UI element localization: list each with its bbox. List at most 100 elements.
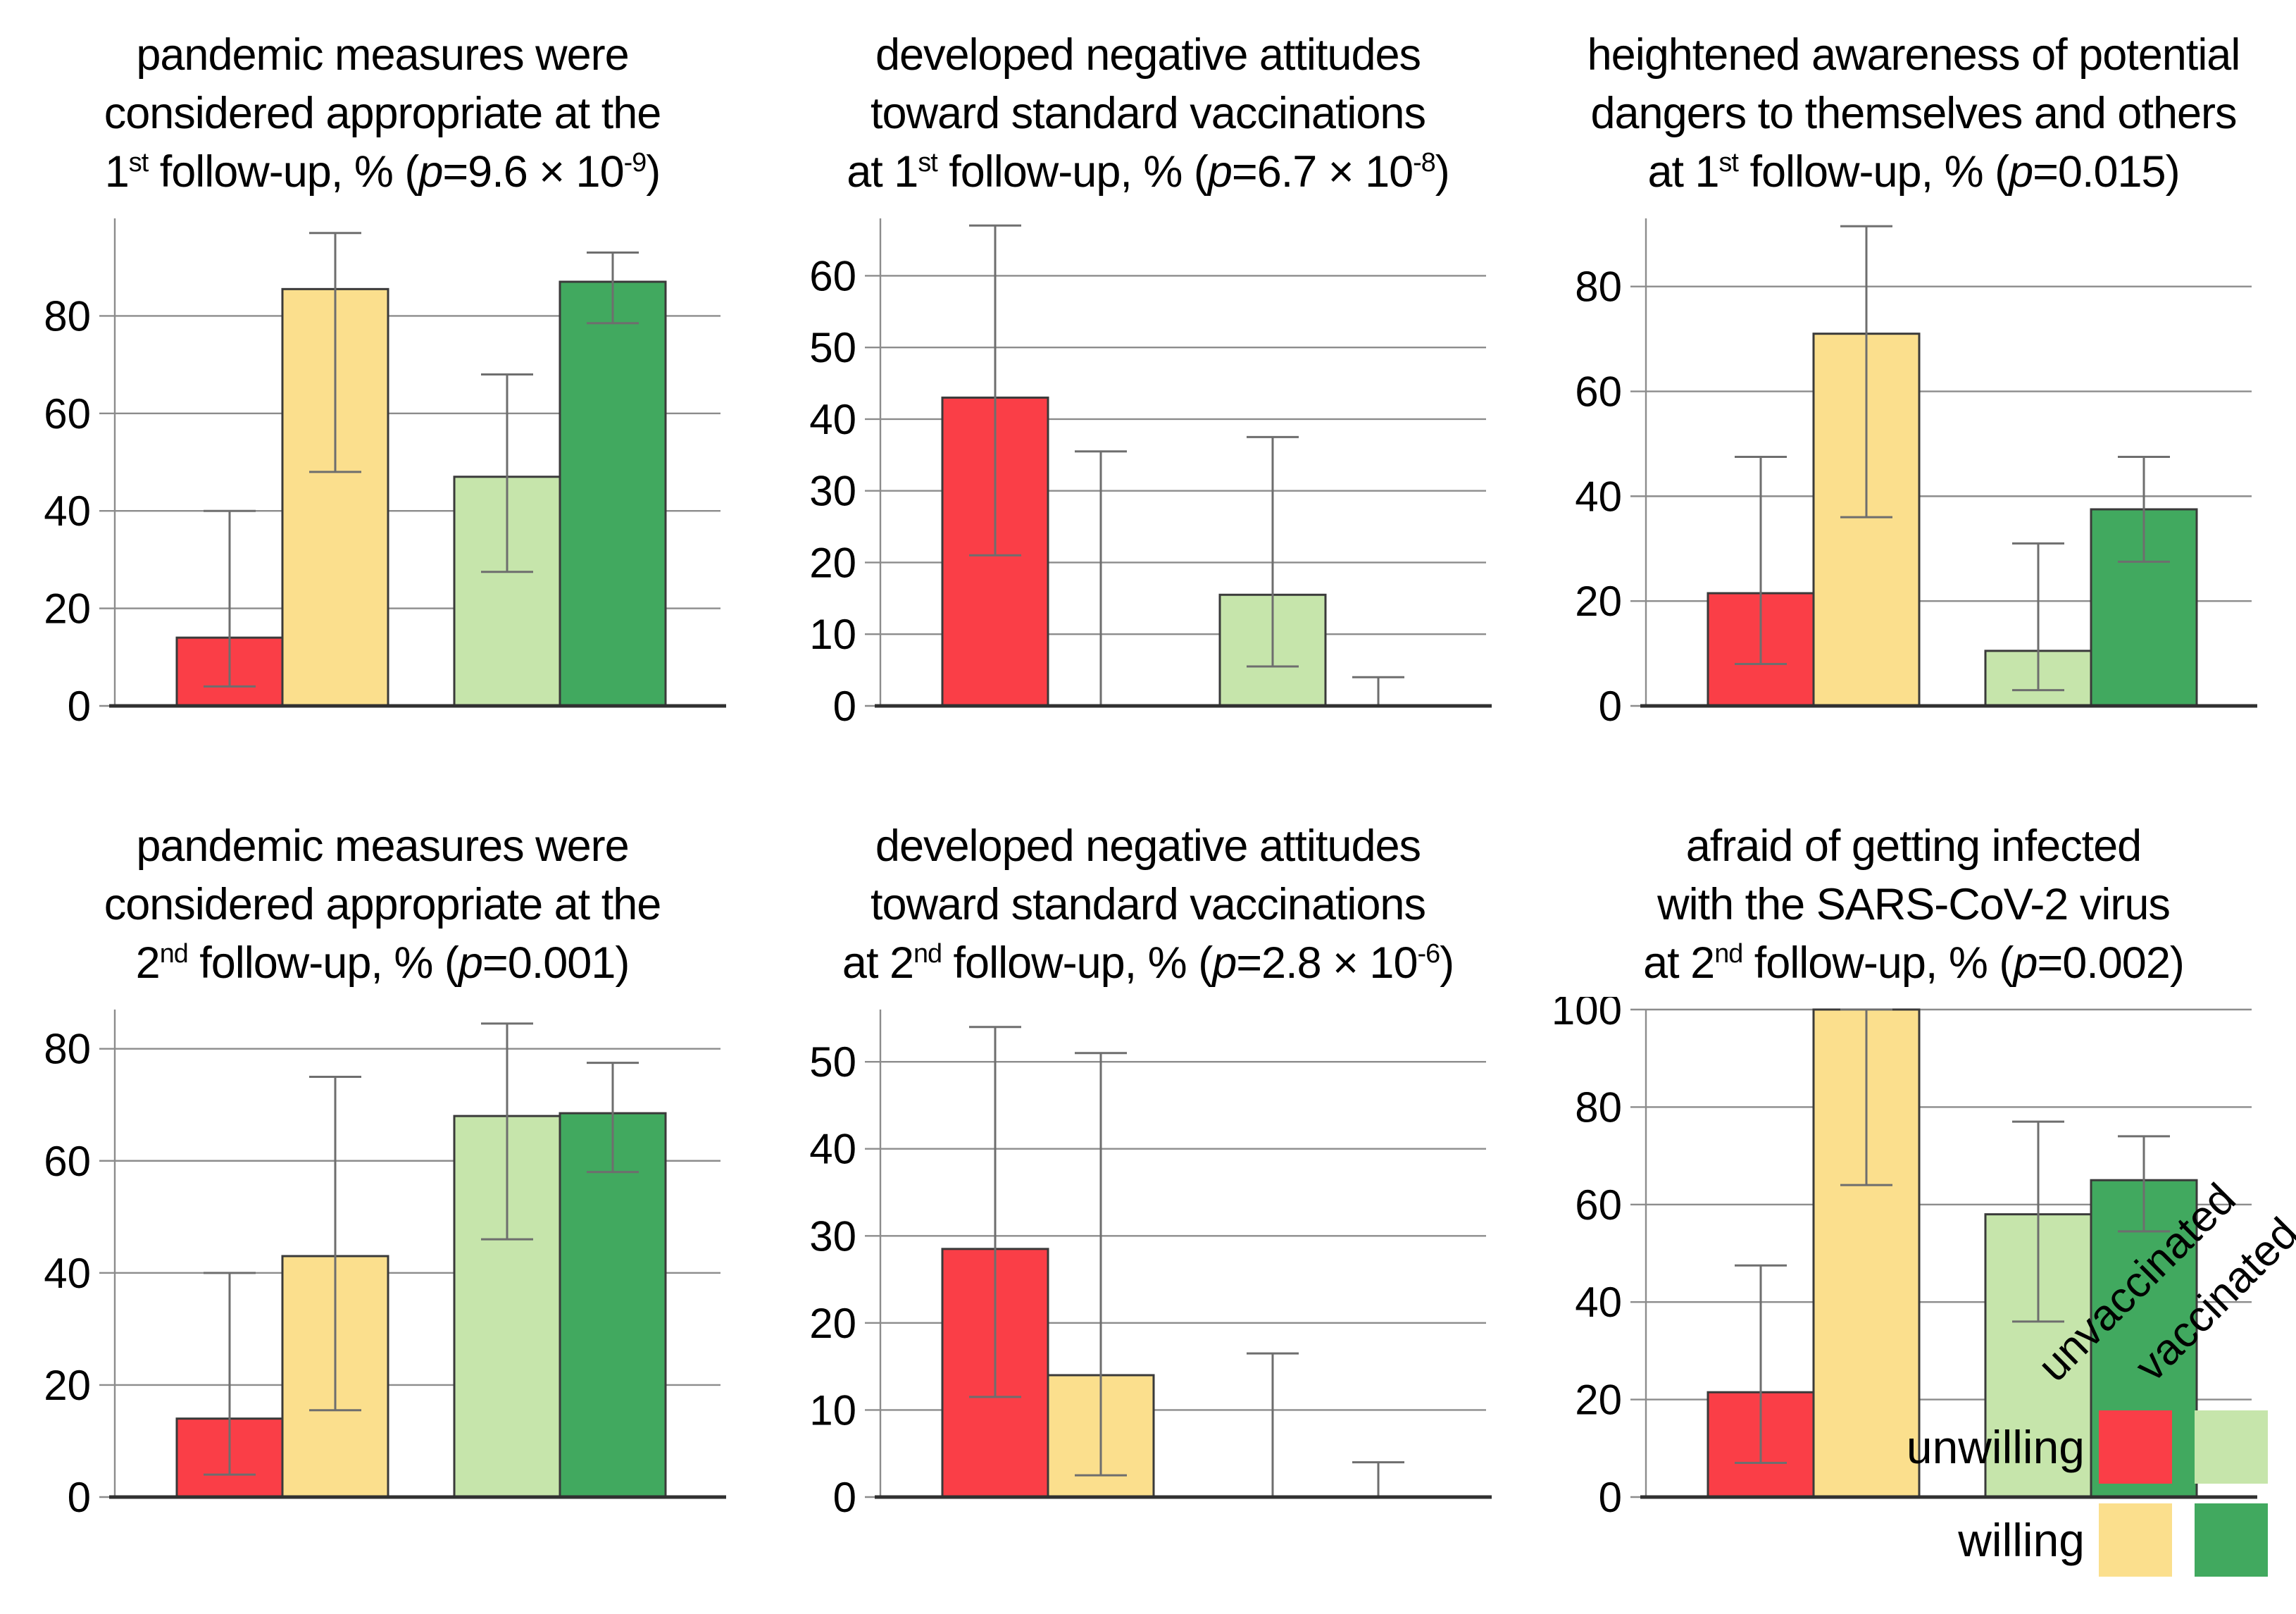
y-tick-label: 40 bbox=[1575, 473, 1622, 520]
error-bar-willing-vaccinated bbox=[2118, 456, 2170, 563]
chart-title-line: developed negative attitudes bbox=[875, 821, 1421, 871]
y-tick-label: 50 bbox=[809, 1038, 856, 1086]
y-tick-label: 40 bbox=[44, 1250, 91, 1297]
chart-title: developed negative attitudes toward stand… bbox=[842, 801, 1454, 993]
bar-willing-vaccinated bbox=[559, 1112, 667, 1498]
y-tick-label: 40 bbox=[1575, 1279, 1622, 1326]
chart-panel-negative-attitudes-2nd: developed negative attitudes toward stand… bbox=[765, 791, 1531, 1614]
chart-title-line: at 1st follow-up, % (p=6.7 × 10-8) bbox=[847, 147, 1450, 197]
y-tick-label: 80 bbox=[44, 1026, 91, 1073]
y-tick-label: 40 bbox=[809, 396, 856, 443]
y-tick-label: 80 bbox=[1575, 1084, 1622, 1131]
bar-chart-svg: 0 10 20 30 40 50 bbox=[809, 1010, 1492, 1521]
y-tick-label: 60 bbox=[1575, 1181, 1622, 1229]
legend-swatch-willing-unvaccinated bbox=[2099, 1503, 2172, 1577]
y-tick-label: 40 bbox=[44, 488, 91, 535]
y-tick-label: 40 bbox=[809, 1126, 856, 1173]
bar-chart-svg: 0 20 40 60 80 bbox=[44, 1010, 726, 1521]
bar-chart-svg: 0 20 40 60 80 bbox=[44, 218, 726, 730]
y-tick-label: 60 bbox=[44, 1138, 91, 1185]
y-tick-label: 20 bbox=[809, 1300, 856, 1347]
chart-panel-negative-attitudes-1st: developed negative attitudes toward stand… bbox=[765, 0, 1531, 791]
error-bar-willing-unvaccinated bbox=[1840, 225, 1892, 519]
chart-title-line: 1st follow-up, % (p=9.6 × 10-9) bbox=[104, 147, 661, 197]
error-bar-willing-vaccinated bbox=[587, 1062, 639, 1174]
chart-title-line: considered appropriate at the bbox=[104, 879, 662, 929]
error-bar-unwilling-unvaccinated bbox=[204, 1272, 256, 1476]
y-tick-label: 0 bbox=[1599, 683, 1622, 730]
legend-swatch-willing-vaccinated bbox=[2195, 1503, 2268, 1577]
y-tick-label: 0 bbox=[68, 683, 91, 730]
error-bar-willing-unvaccinated bbox=[309, 232, 361, 473]
error-bar-unwilling-vaccinated bbox=[1247, 1352, 1299, 1497]
chart-title-line: heightened awareness of potential bbox=[1587, 30, 2241, 80]
chart-title-line: at 2nd follow-up, % (p=2.8 × 10-6) bbox=[842, 938, 1454, 988]
y-tick-label: 20 bbox=[1575, 1377, 1622, 1424]
y-tick-label: 60 bbox=[1575, 368, 1622, 416]
chart-title-line: considered appropriate at the bbox=[104, 88, 662, 138]
chart-title-line: pandemic measures were bbox=[136, 821, 629, 871]
chart-title-line: 2nd follow-up, % (p=0.001) bbox=[135, 938, 630, 988]
error-bar-unwilling-vaccinated bbox=[2012, 542, 2064, 692]
y-tick-label: 80 bbox=[44, 292, 91, 340]
chart-title-line: toward standard vaccinations bbox=[871, 879, 1426, 929]
y-tick-label: 60 bbox=[44, 390, 91, 437]
error-bar-willing-vaccinated bbox=[587, 251, 639, 325]
chart-title-line: pandemic measures were bbox=[136, 30, 629, 80]
error-bar-willing-unvaccinated bbox=[1840, 1008, 1892, 1186]
legend-swatch-unwilling-vaccinated bbox=[2195, 1410, 2268, 1484]
error-bar-willing-unvaccinated bbox=[1075, 1052, 1127, 1477]
error-bar-unwilling-unvaccinated bbox=[969, 1026, 1021, 1398]
legend-row-label-unwilling: unwilling bbox=[1906, 1421, 2085, 1473]
bar-willing-vaccinated bbox=[559, 280, 667, 707]
y-tick-label: 10 bbox=[809, 1386, 856, 1434]
bar-chart-svg: 0 10 20 30 40 50 60 bbox=[809, 218, 1492, 730]
y-tick-label: 30 bbox=[809, 1212, 856, 1260]
legend-swatch-unwilling-unvaccinated bbox=[2099, 1410, 2172, 1484]
chart-panel-appropriate-2nd: pandemic measures were considered appropr… bbox=[0, 791, 765, 1614]
chart-panel-heightened-awareness-1st: heightened awareness of potential dangers… bbox=[1531, 0, 2296, 791]
error-bar-unwilling-unvaccinated bbox=[969, 224, 1021, 557]
y-tick-label: 20 bbox=[44, 1362, 91, 1409]
bar-chart-svg: 0 20 40 60 80 bbox=[1575, 218, 2257, 730]
error-bar-unwilling-unvaccinated bbox=[204, 509, 256, 688]
chart-title-line: at 1st follow-up, % (p=0.015) bbox=[1647, 147, 2180, 197]
error-bar-unwilling-vaccinated bbox=[481, 1022, 533, 1241]
chart-title-line: dangers to themselves and others bbox=[1590, 88, 2237, 138]
y-tick-label: 30 bbox=[809, 468, 856, 515]
chart-title: heightened awareness of potential dangers… bbox=[1587, 10, 2241, 201]
y-tick-label: 0 bbox=[1599, 1474, 1622, 1521]
chart-title: developed negative attitudes toward stand… bbox=[847, 10, 1450, 201]
chart-title: pandemic measures were considered appropr… bbox=[104, 801, 662, 993]
error-bar-willing-vaccinated bbox=[1352, 1461, 1404, 1497]
chart-title-line: at 2nd follow-up, % (p=0.002) bbox=[1643, 938, 2185, 988]
y-tick-label: 20 bbox=[44, 585, 91, 633]
chart-title: pandemic measures were considered appropr… bbox=[104, 10, 662, 201]
chart-title-line: toward standard vaccinations bbox=[871, 88, 1426, 138]
error-bar-willing-unvaccinated bbox=[309, 1075, 361, 1412]
y-tick-label: 0 bbox=[833, 683, 856, 730]
chart-panel-appropriate-1st: pandemic measures were considered appropr… bbox=[0, 0, 765, 791]
y-tick-label: 0 bbox=[833, 1474, 856, 1521]
chart-title-line: developed negative attitudes bbox=[875, 30, 1421, 80]
chart-title-line: afraid of getting infected bbox=[1685, 821, 2142, 871]
y-tick-label: 20 bbox=[809, 539, 856, 586]
error-bar-willing-vaccinated bbox=[1352, 676, 1404, 706]
error-bar-unwilling-vaccinated bbox=[2012, 1120, 2064, 1323]
error-bar-unwilling-vaccinated bbox=[1247, 435, 1299, 668]
y-tick-label: 60 bbox=[809, 252, 856, 299]
chart-title-line: with the SARS-CoV-2 virus bbox=[1657, 879, 2171, 929]
y-tick-label: 0 bbox=[68, 1474, 91, 1521]
y-tick-label: 50 bbox=[809, 324, 856, 371]
y-tick-label: 20 bbox=[1575, 578, 1622, 625]
legend-row-label-willing: willing bbox=[1958, 1514, 2085, 1566]
chart-title: afraid of getting infected with the SARS-… bbox=[1643, 801, 2185, 993]
y-tick-label: 80 bbox=[1575, 263, 1622, 311]
error-bar-unwilling-vaccinated bbox=[481, 373, 533, 573]
error-bar-unwilling-unvaccinated bbox=[1735, 456, 1787, 665]
error-bar-unwilling-unvaccinated bbox=[1735, 1264, 1787, 1465]
error-bar-willing-unvaccinated bbox=[1075, 450, 1127, 706]
error-bar-willing-vaccinated bbox=[2118, 1135, 2170, 1233]
